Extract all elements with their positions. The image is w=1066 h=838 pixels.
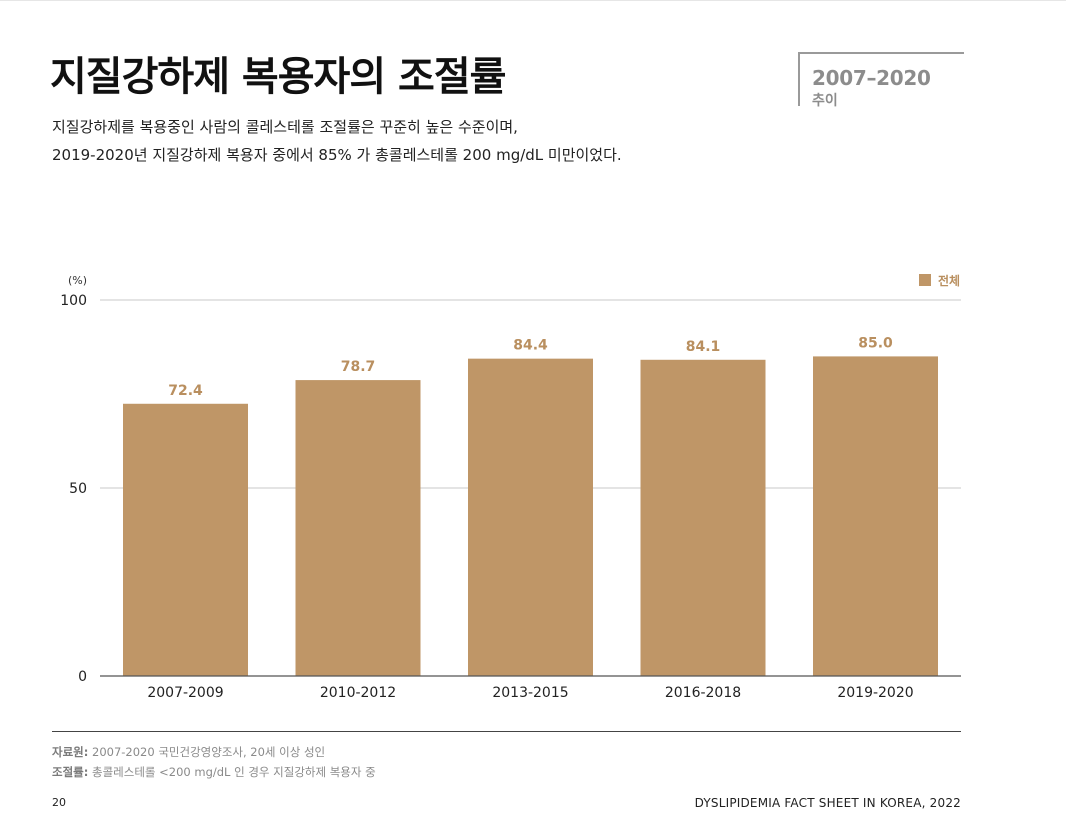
subtitle-line-1: 지질강하제를 복용중인 사람의 콜레스테롤 조절률은 꾸준히 높은 수준이며, <box>52 118 518 136</box>
source-note: 자료원: 2007-2020 국민건강영양조사, 20세 이상 성인 <box>52 744 325 760</box>
y-axis-unit-label: (%) <box>68 274 87 287</box>
source-note-label: 자료원: <box>52 745 89 759</box>
x-tick-label: 2016-2018 <box>665 685 741 701</box>
x-tick-label: 2019-2020 <box>837 685 913 701</box>
bar-2007-2009 <box>123 403 248 676</box>
subtitle-line-2: 2019-2020년 지질강하제 복용자 중에서 85% 가 총콜레스테롤 20… <box>52 146 622 164</box>
bar-2016-2018 <box>640 359 766 676</box>
y-tick-label: 100 <box>60 293 87 309</box>
period-badge: 2007–2020 추이 <box>798 52 964 109</box>
control-note-label: 조절률: <box>52 765 89 779</box>
x-tick-label: 2013-2015 <box>492 685 568 701</box>
data-label: 72.4 <box>168 383 203 399</box>
data-label: 84.4 <box>513 338 548 354</box>
top-border-line <box>0 0 1066 1</box>
value-labels: 72.4 78.7 84.4 84.1 85.0 <box>168 335 893 398</box>
page-subtitle: 지질강하제를 복용중인 사람의 콜레스테롤 조절률은 꾸준히 높은 수준이며, … <box>52 113 622 169</box>
data-label: 85.0 <box>858 335 893 351</box>
control-note: 조절률: 총콜레스테롤 <200 mg/dL 인 경우 지질강하제 복용자 중 <box>52 764 376 780</box>
y-tick-label: 0 <box>78 669 87 685</box>
source-note-text: 2007-2020 국민건강영양조사, 20세 이상 성인 <box>88 745 326 759</box>
page-number: 20 <box>52 796 66 809</box>
bars <box>123 356 938 676</box>
footnote-divider <box>52 731 961 732</box>
badge-years: 2007–2020 <box>812 66 931 90</box>
axes: 0 50 100 (%) 2007-2009 2010-2012 2013-2015 2016… <box>60 274 961 701</box>
legend-label: 전체 <box>938 273 960 288</box>
control-note-text: 총콜레스테롤 <200 mg/dL 인 경우 지질강하제 복용자 중 <box>88 765 376 779</box>
legend-swatch <box>919 274 931 286</box>
x-tick-label: 2007-2009 <box>147 685 223 701</box>
y-tick-label: 50 <box>69 481 87 497</box>
bar-2010-2012 <box>295 380 421 676</box>
bar-2013-2015 <box>468 358 593 676</box>
legend: 전체 <box>919 273 960 288</box>
page-title: 지질강하제 복용자의 조절률 <box>50 54 506 100</box>
data-label: 78.7 <box>341 359 376 375</box>
publication-title: DYSLIPIDEMIA FACT SHEET IN KOREA, 2022 <box>694 796 961 810</box>
bar-2019-2020 <box>813 356 938 676</box>
badge-trend-label: 추이 <box>812 93 838 109</box>
x-tick-label: 2010-2012 <box>320 685 396 701</box>
data-label: 84.1 <box>686 339 721 355</box>
